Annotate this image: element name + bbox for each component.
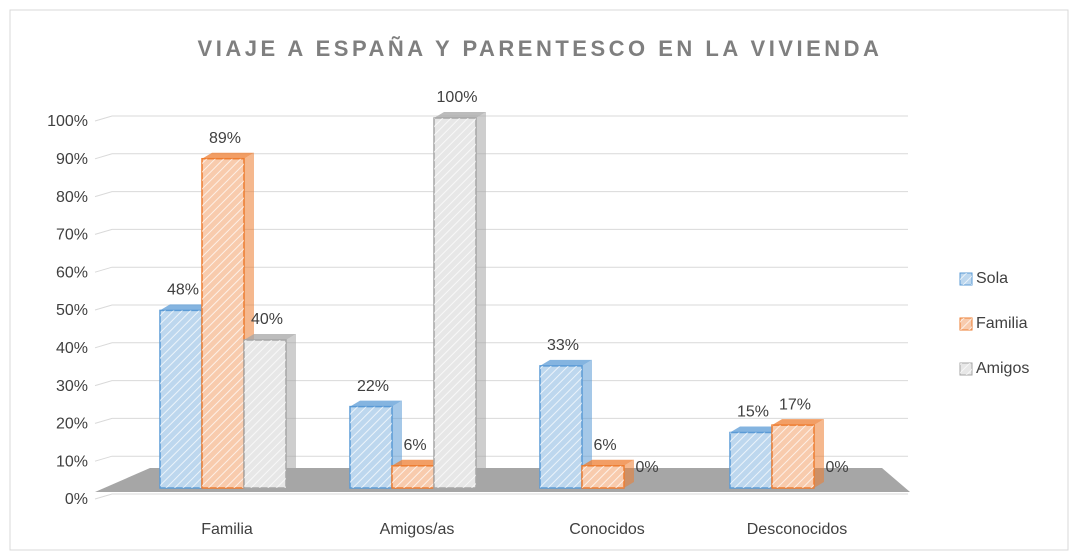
x-tick-label: Amigos/as bbox=[380, 521, 455, 538]
data-label: 33% bbox=[547, 337, 579, 354]
bar-top bbox=[540, 359, 592, 366]
bar-top bbox=[202, 152, 254, 159]
x-tick-label: Conocidos bbox=[569, 521, 645, 538]
bar-hatch bbox=[434, 118, 476, 488]
y-tick-label: 20% bbox=[56, 416, 88, 433]
bar-side bbox=[814, 419, 824, 488]
bar-top bbox=[244, 334, 296, 340]
data-label: 0% bbox=[635, 459, 658, 476]
legend-label: Amigos bbox=[976, 360, 1029, 377]
grid-line bbox=[94, 266, 908, 273]
bar-hatch bbox=[582, 465, 624, 488]
chart-title: VIAJE A ESPAÑA Y PARENTESCO EN LA VIVIEN… bbox=[198, 36, 883, 61]
bar-top bbox=[434, 112, 486, 118]
grid-line bbox=[94, 228, 908, 235]
x-tick-label: Familia bbox=[201, 521, 253, 538]
bar-hatch bbox=[540, 365, 582, 488]
bar-side bbox=[286, 334, 296, 488]
grid-line bbox=[94, 153, 908, 160]
bar-top bbox=[160, 304, 212, 311]
bar-top bbox=[582, 459, 634, 466]
bar-top bbox=[392, 459, 444, 466]
legend-label: Sola bbox=[976, 270, 1008, 287]
bar-hatch bbox=[202, 158, 244, 488]
bar-top bbox=[772, 419, 824, 426]
bar-side bbox=[582, 359, 592, 488]
grid-line bbox=[94, 455, 908, 462]
bar-hatch bbox=[730, 432, 772, 488]
bar-side bbox=[624, 459, 634, 488]
data-label: 17% bbox=[779, 396, 811, 413]
data-label: 6% bbox=[593, 437, 616, 454]
data-label: 89% bbox=[209, 130, 241, 147]
y-tick-label: 10% bbox=[56, 453, 88, 470]
grid-line bbox=[94, 115, 908, 122]
y-tick-label: 60% bbox=[56, 264, 88, 281]
grid-line bbox=[94, 304, 908, 311]
bar-side bbox=[476, 112, 486, 488]
data-label: 22% bbox=[357, 378, 389, 395]
grid-line bbox=[94, 493, 908, 500]
bar-hatch bbox=[160, 310, 202, 488]
x-tick-label: Desconocidos bbox=[747, 521, 848, 538]
legend-swatch-hatch bbox=[960, 318, 972, 330]
legend-swatch-hatch bbox=[960, 363, 972, 375]
bar-top bbox=[814, 482, 866, 488]
grid-line bbox=[94, 380, 908, 387]
floor bbox=[95, 468, 910, 492]
y-tick-label: 50% bbox=[56, 302, 88, 319]
bar-top bbox=[730, 426, 782, 433]
y-tick-label: 40% bbox=[56, 340, 88, 357]
bar-top bbox=[350, 400, 402, 407]
data-label: 48% bbox=[167, 282, 199, 299]
data-label: 40% bbox=[251, 311, 283, 328]
grid-line bbox=[94, 342, 908, 349]
data-label: 0% bbox=[825, 459, 848, 476]
grid-line bbox=[94, 417, 908, 424]
bar-hatch bbox=[350, 406, 392, 488]
y-tick-label: 0% bbox=[65, 491, 88, 508]
y-tick-label: 80% bbox=[56, 189, 88, 206]
y-tick-label: 90% bbox=[56, 151, 88, 168]
bar-hatch bbox=[392, 465, 434, 488]
bar-hatch bbox=[772, 425, 814, 488]
y-tick-label: 30% bbox=[56, 378, 88, 395]
legend-label: Familia bbox=[976, 315, 1028, 332]
data-label: 15% bbox=[737, 404, 769, 421]
legend-swatch-hatch bbox=[960, 273, 972, 285]
grid-line bbox=[94, 191, 908, 198]
y-tick-label: 70% bbox=[56, 227, 88, 244]
y-tick-label: 100% bbox=[47, 113, 88, 130]
data-label: 100% bbox=[437, 89, 478, 106]
bar-hatch bbox=[244, 340, 286, 488]
data-label: 6% bbox=[403, 437, 426, 454]
bar-top bbox=[624, 482, 676, 488]
